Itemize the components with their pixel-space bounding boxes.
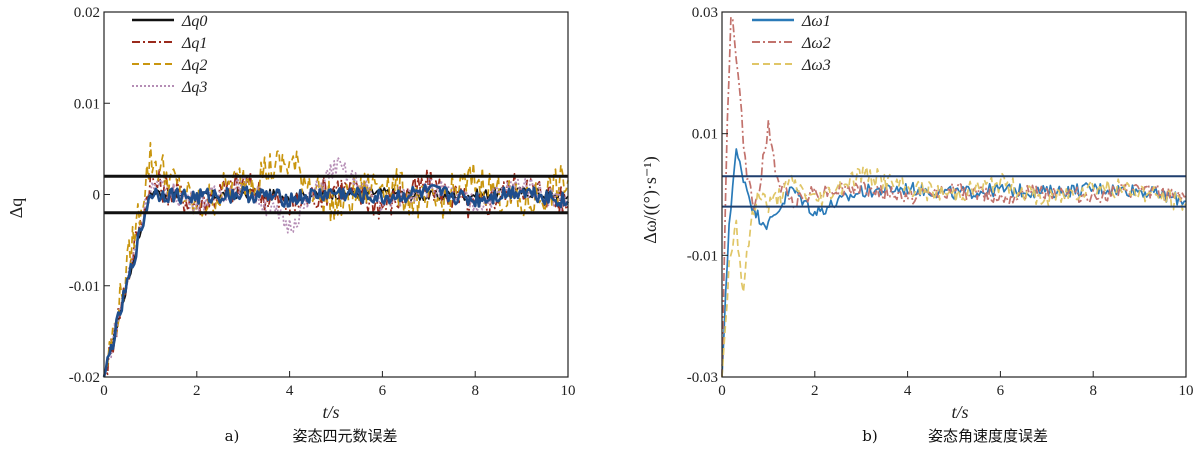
panel-b-y-tick-label: -0.01 — [687, 248, 718, 264]
panel-a-legend-label: Δq0 — [181, 13, 207, 30]
panel-b-legend-label: Δω2 — [801, 35, 831, 52]
panel-a-legend-label: Δq1 — [181, 35, 207, 52]
panel-a-x-tick-label: 10 — [561, 383, 576, 399]
panel-a-x-tick-label: 0 — [100, 383, 108, 399]
panel-a-x-tick-label: 2 — [193, 383, 201, 399]
panel-b-y-tick-label: 0.03 — [692, 5, 718, 21]
panel-a-y-axis-label: Δq — [6, 198, 26, 219]
panel-b-x-tick-label: 6 — [997, 383, 1005, 399]
panel-b-x-tick-label: 2 — [811, 383, 819, 399]
panel-b-axes: 0 2 4 6 8 10 -0.03 -0.01 0.01 0.03 — [687, 5, 1194, 399]
panel-a-y-tick-label: -0.02 — [69, 370, 100, 386]
panel-b-plot-area — [721, 16, 1187, 378]
panel-a-caption: 姿态四元数误差 — [292, 427, 397, 445]
panel-a-x-axis-label: t/s — [322, 402, 339, 422]
panel-b-legend-label: Δω3 — [801, 57, 831, 74]
panel-b-series-line-3 — [721, 165, 1187, 378]
panel-a-x-tick-label: 4 — [286, 383, 294, 399]
panel-a-series-line-5 — [102, 183, 570, 378]
panel-b-label: b) — [862, 427, 877, 445]
panel-b-x-tick-label: 8 — [1089, 383, 1097, 399]
panel-a-y-tick-label: 0.01 — [74, 96, 100, 112]
panel-a-plot-area — [102, 141, 570, 378]
panel-a-x-tick-label: 8 — [471, 383, 479, 399]
panel-a-legend-label: Δq3 — [181, 79, 207, 96]
panel-a-y-tick-label: 0 — [93, 188, 101, 204]
panel-b-axes-frame — [721, 11, 1187, 378]
panel-a-x-tick-label: 6 — [379, 383, 387, 399]
panel-b-series-line-1 — [721, 148, 1187, 378]
panel-a-legend: Δq0 Δq1 Δq2 Δq3 — [132, 13, 207, 96]
panel-a-axes: 0 2 4 6 8 10 -0.02 -0.01 0 0.01 0.02 — [69, 5, 576, 399]
panel-b-legend: Δω1 Δω2 Δω3 — [752, 13, 831, 74]
panel-b-caption: 姿态角速度度误差 — [928, 427, 1048, 445]
panel-b-y-axis-label: Δω/((°)·s⁻¹) — [640, 156, 661, 244]
panel-b-x-tick-label: 0 — [718, 383, 726, 399]
panel-a-series-line-1 — [103, 186, 569, 378]
panel-a-series-line-3 — [103, 141, 569, 378]
panel-a-y-tick-label: -0.01 — [69, 279, 100, 295]
panel-b-x-tick-label: 10 — [1179, 383, 1194, 399]
panel-b-legend-label: Δω1 — [801, 13, 831, 30]
panel-a-label: a) — [225, 427, 240, 445]
panel-a-legend-label: Δq2 — [181, 57, 207, 74]
panel-b-x-axis-label: t/s — [951, 402, 968, 422]
panel-b-x-tick-label: 4 — [904, 383, 912, 399]
panel-b-y-tick-label: -0.03 — [687, 370, 718, 386]
panel-b-y-tick-label: 0.01 — [692, 127, 718, 143]
panel-a-y-tick-label: 0.02 — [74, 5, 100, 21]
